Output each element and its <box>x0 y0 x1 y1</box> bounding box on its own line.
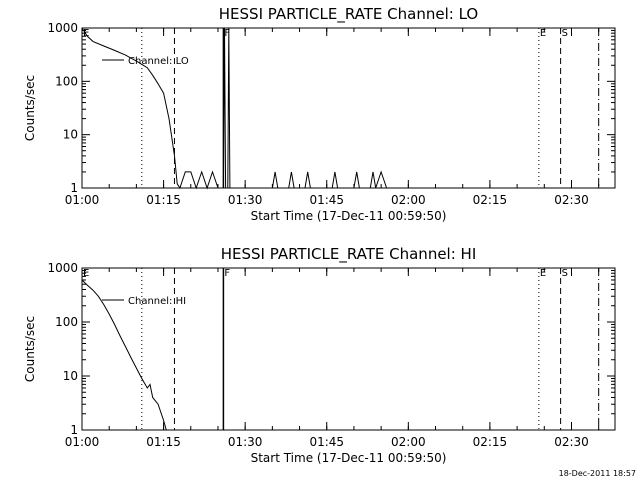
chart-panel-1: HESSI PARTICLE_RATE Channel: HI Counts/se… <box>23 245 616 465</box>
x-tick-label: 02:30 <box>554 435 589 449</box>
x-tick-label: 02:00 <box>391 435 426 449</box>
y-tick-label: 1 <box>70 181 78 195</box>
x-tick-label: 01:45 <box>309 435 344 449</box>
y-tick-label: 10 <box>63 128 78 142</box>
plot-frame <box>81 267 616 431</box>
y-tick-label: 1000 <box>47 21 78 35</box>
x-tick-label: 02:15 <box>473 435 508 449</box>
x-tick-label: 01:30 <box>228 193 263 207</box>
legend-label: Channel: HI <box>128 296 186 307</box>
y-tick-label: 1000 <box>47 261 78 275</box>
x-tick-label: 01:00 <box>65 435 100 449</box>
chart-panel-0: HESSI PARTICLE_RATE Channel: LO Counts/se… <box>23 5 616 223</box>
event-marker-label: F <box>224 28 230 39</box>
x-tick-label: 02:15 <box>473 193 508 207</box>
event-marker-label: E <box>83 268 89 279</box>
chart-title: HESSI PARTICLE_RATE Channel: LO <box>219 5 478 24</box>
event-marker-label: F <box>224 268 230 279</box>
event-marker-label: S <box>562 268 568 279</box>
x-tick-label: 01:30 <box>228 435 263 449</box>
x-tick-label: 01:45 <box>309 193 344 207</box>
x-tick-label: 01:00 <box>65 193 100 207</box>
x-axis-label: Start Time (17-Dec-11 00:59:50) <box>251 451 447 465</box>
legend-label: Channel: LO <box>128 56 189 67</box>
event-marker-label: S <box>562 28 568 39</box>
x-tick-label: 02:30 <box>554 193 589 207</box>
y-axis-label: Counts/sec <box>23 75 37 141</box>
x-axis-label: Start Time (17-Dec-11 00:59:50) <box>251 209 447 223</box>
footer-stamp: 18-Dec-2011 18:57 <box>559 469 636 478</box>
x-tick-label: 01:15 <box>146 193 181 207</box>
plot-frame <box>81 27 616 189</box>
y-tick-label: 100 <box>55 315 78 329</box>
event-marker-label: E <box>540 268 546 279</box>
y-tick-label: 10 <box>63 369 78 383</box>
y-tick-label: 1 <box>70 423 78 437</box>
y-axis-label: Counts/sec <box>23 316 37 382</box>
x-tick-label: 01:15 <box>146 435 181 449</box>
chart-title: HESSI PARTICLE_RATE Channel: HI <box>221 245 477 264</box>
y-tick-label: 100 <box>55 74 78 88</box>
series-line <box>81 279 167 431</box>
panels: HESSI PARTICLE_RATE Channel: LO Counts/se… <box>23 5 616 465</box>
x-tick-label: 02:00 <box>391 193 426 207</box>
event-marker-label: E <box>540 28 546 39</box>
